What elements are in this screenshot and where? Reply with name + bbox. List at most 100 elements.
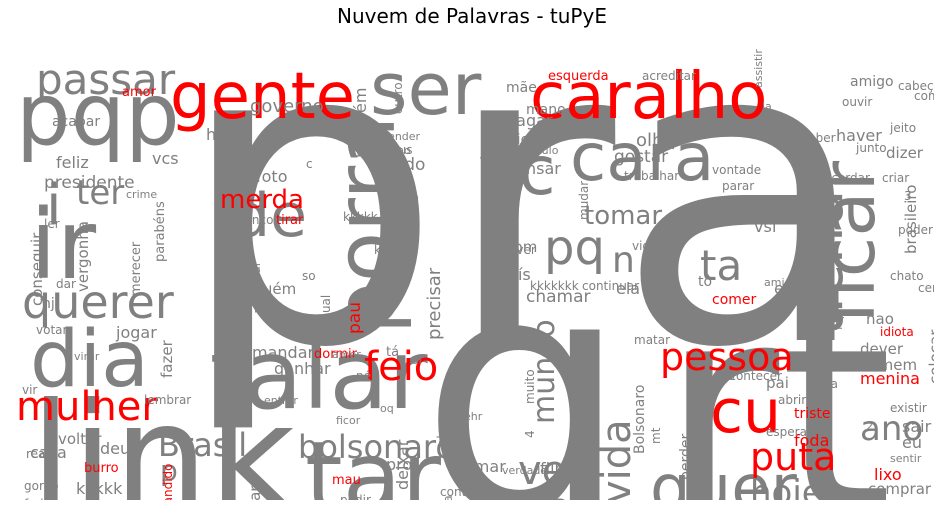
word-ne-179: né — [356, 369, 371, 383]
word-gostar-53: gostar — [614, 147, 668, 167]
word-hoje-32: hoje — [750, 473, 823, 500]
word-mudar-162: mudar — [577, 181, 591, 220]
word-votar-144: votar — [36, 323, 68, 337]
word-esperar-128: esperar — [766, 425, 812, 439]
word-bolsonaro-89: Bolsonaro — [632, 385, 648, 454]
word-pqp-4: pqp — [16, 65, 180, 165]
word-abrir-190: abrir — [778, 393, 806, 407]
word-lindo-51: lindo — [384, 155, 425, 175]
word-ganhar-93: ganhar — [274, 359, 331, 378]
word-oq-181: oq — [380, 402, 394, 415]
word-vergonha-97: vergonha — [74, 221, 92, 292]
word-parabens-98: parabéns — [153, 201, 168, 262]
word-ta-38: ta — [700, 241, 742, 290]
word-perder-87: perder — [678, 433, 694, 480]
word-trabalhar-118: trabalhar — [624, 169, 679, 183]
word-n-40: n — [612, 240, 635, 281]
word-fazer-94: fazer — [158, 339, 176, 378]
word-so-155: so — [302, 269, 316, 283]
word-pensar-54: pensar — [506, 159, 561, 178]
word-haver-57: haver — [836, 126, 882, 145]
word-jeito-167: jeito — [889, 121, 916, 135]
word-conseguir-96: conseguir — [28, 232, 46, 306]
word-outro-160: outro — [391, 82, 405, 114]
word-deus-61: deus — [100, 439, 138, 458]
word-amiga-175: amiga — [764, 276, 798, 289]
word-igual-136: igual — [319, 295, 333, 324]
word-3-196: 3 — [904, 189, 912, 203]
word-ehr-184: ehr — [464, 410, 483, 423]
word-brasil-26: Brasil — [158, 426, 247, 464]
word-pagar-55: pagar — [506, 111, 553, 130]
word-ficor-182: ficor — [336, 414, 361, 427]
word-video-170: video — [632, 239, 665, 253]
word-presidente-44: presidente — [44, 173, 135, 193]
word-chegar-88: chegar — [571, 348, 590, 404]
word-dar-143: dar — [56, 277, 76, 291]
word-acordar-121: acordar — [824, 171, 870, 185]
word-triste-83: triste — [794, 406, 831, 422]
word-vontade-119: vontade — [712, 163, 761, 177]
word-to-72: tô — [698, 274, 712, 290]
word-mt-186: mt — [649, 427, 663, 444]
word-criar-122: criar — [882, 171, 909, 185]
word-comer-73: comer — [712, 292, 757, 308]
word-semana-139: semana — [233, 328, 247, 376]
word-bom-69: bom — [504, 238, 537, 256]
word-tar-6: tar — [305, 421, 441, 500]
word-tentar-141: tentar — [249, 261, 263, 298]
chart-title: Nuvem de Palavras - tuPyE — [337, 4, 607, 28]
word-branco-154: branco — [232, 213, 273, 227]
word-dia-16: dia — [30, 315, 149, 405]
word-2-195: 2 — [866, 420, 873, 433]
word-bolsonaro-23: bolsonaro — [298, 428, 455, 466]
word-mulher-22: mulher — [16, 384, 158, 430]
word-achar-14: achar — [787, 164, 857, 334]
word-ai-178: ai — [412, 354, 422, 367]
word-querer-20: querer — [22, 275, 174, 329]
word-caralho-8: caralho — [530, 60, 767, 134]
word-acabar-48: acabar — [52, 114, 100, 130]
word-real-148: real — [26, 447, 49, 461]
word-tirar-106: tirar — [276, 213, 304, 228]
word-conta-131: conta — [440, 485, 474, 499]
word-porra-189: porra — [806, 377, 838, 391]
word-mae-115: mãe — [506, 80, 537, 96]
word-merecer-142: merecer — [129, 241, 144, 296]
word-feliz-46: feliz — [56, 153, 89, 172]
word-chorar-108: chorar — [246, 485, 264, 500]
word-olhar-52: olhar — [636, 130, 682, 151]
word-homem-76: homem — [860, 356, 917, 374]
word-kkk-172: kkk — [495, 279, 509, 300]
word-vsf-112: vsf — [754, 217, 778, 236]
word-dormir-104: dormir — [314, 347, 358, 362]
word-porra-10: porra — [319, 116, 414, 334]
word-merda-34: merda — [220, 185, 304, 215]
word-bandido-107: bandido — [161, 464, 175, 501]
word-hj-114: hj — [42, 296, 55, 312]
word-mandar-92: mandar — [252, 343, 314, 362]
word-virar-145: virar — [74, 350, 100, 363]
word-pessoa-24: pessoa — [660, 335, 794, 379]
word-gente-15: gente — [170, 60, 355, 134]
word-c-198: c — [306, 157, 313, 171]
word-ficar-13: ficar — [806, 160, 892, 324]
word-link-3: link — [30, 372, 295, 500]
word-pegar-191: pegar — [799, 299, 813, 334]
word-pau-100: pau — [345, 302, 365, 334]
word-kkkkkk-111: kkkkkk — [374, 243, 416, 257]
word-poder-123: poder — [898, 223, 933, 237]
word-precisar-91: precisar — [424, 267, 445, 340]
word-ter-36: ter — [76, 173, 124, 213]
word-chamar-67: chamar — [526, 287, 591, 307]
word-comecar-165: começar — [914, 89, 934, 103]
word-esse-171: esse — [804, 239, 817, 264]
word-ridiculo-193: ridículo — [518, 144, 559, 157]
word-ouvir-166: ouvir — [842, 95, 872, 109]
word-colocar-78: colocar — [926, 329, 934, 384]
word-frio-116: frio — [506, 132, 529, 148]
word-ler-152: ler — [44, 217, 60, 231]
word-viver-161: viver — [506, 243, 536, 257]
word-sair-80: sair — [902, 417, 932, 436]
